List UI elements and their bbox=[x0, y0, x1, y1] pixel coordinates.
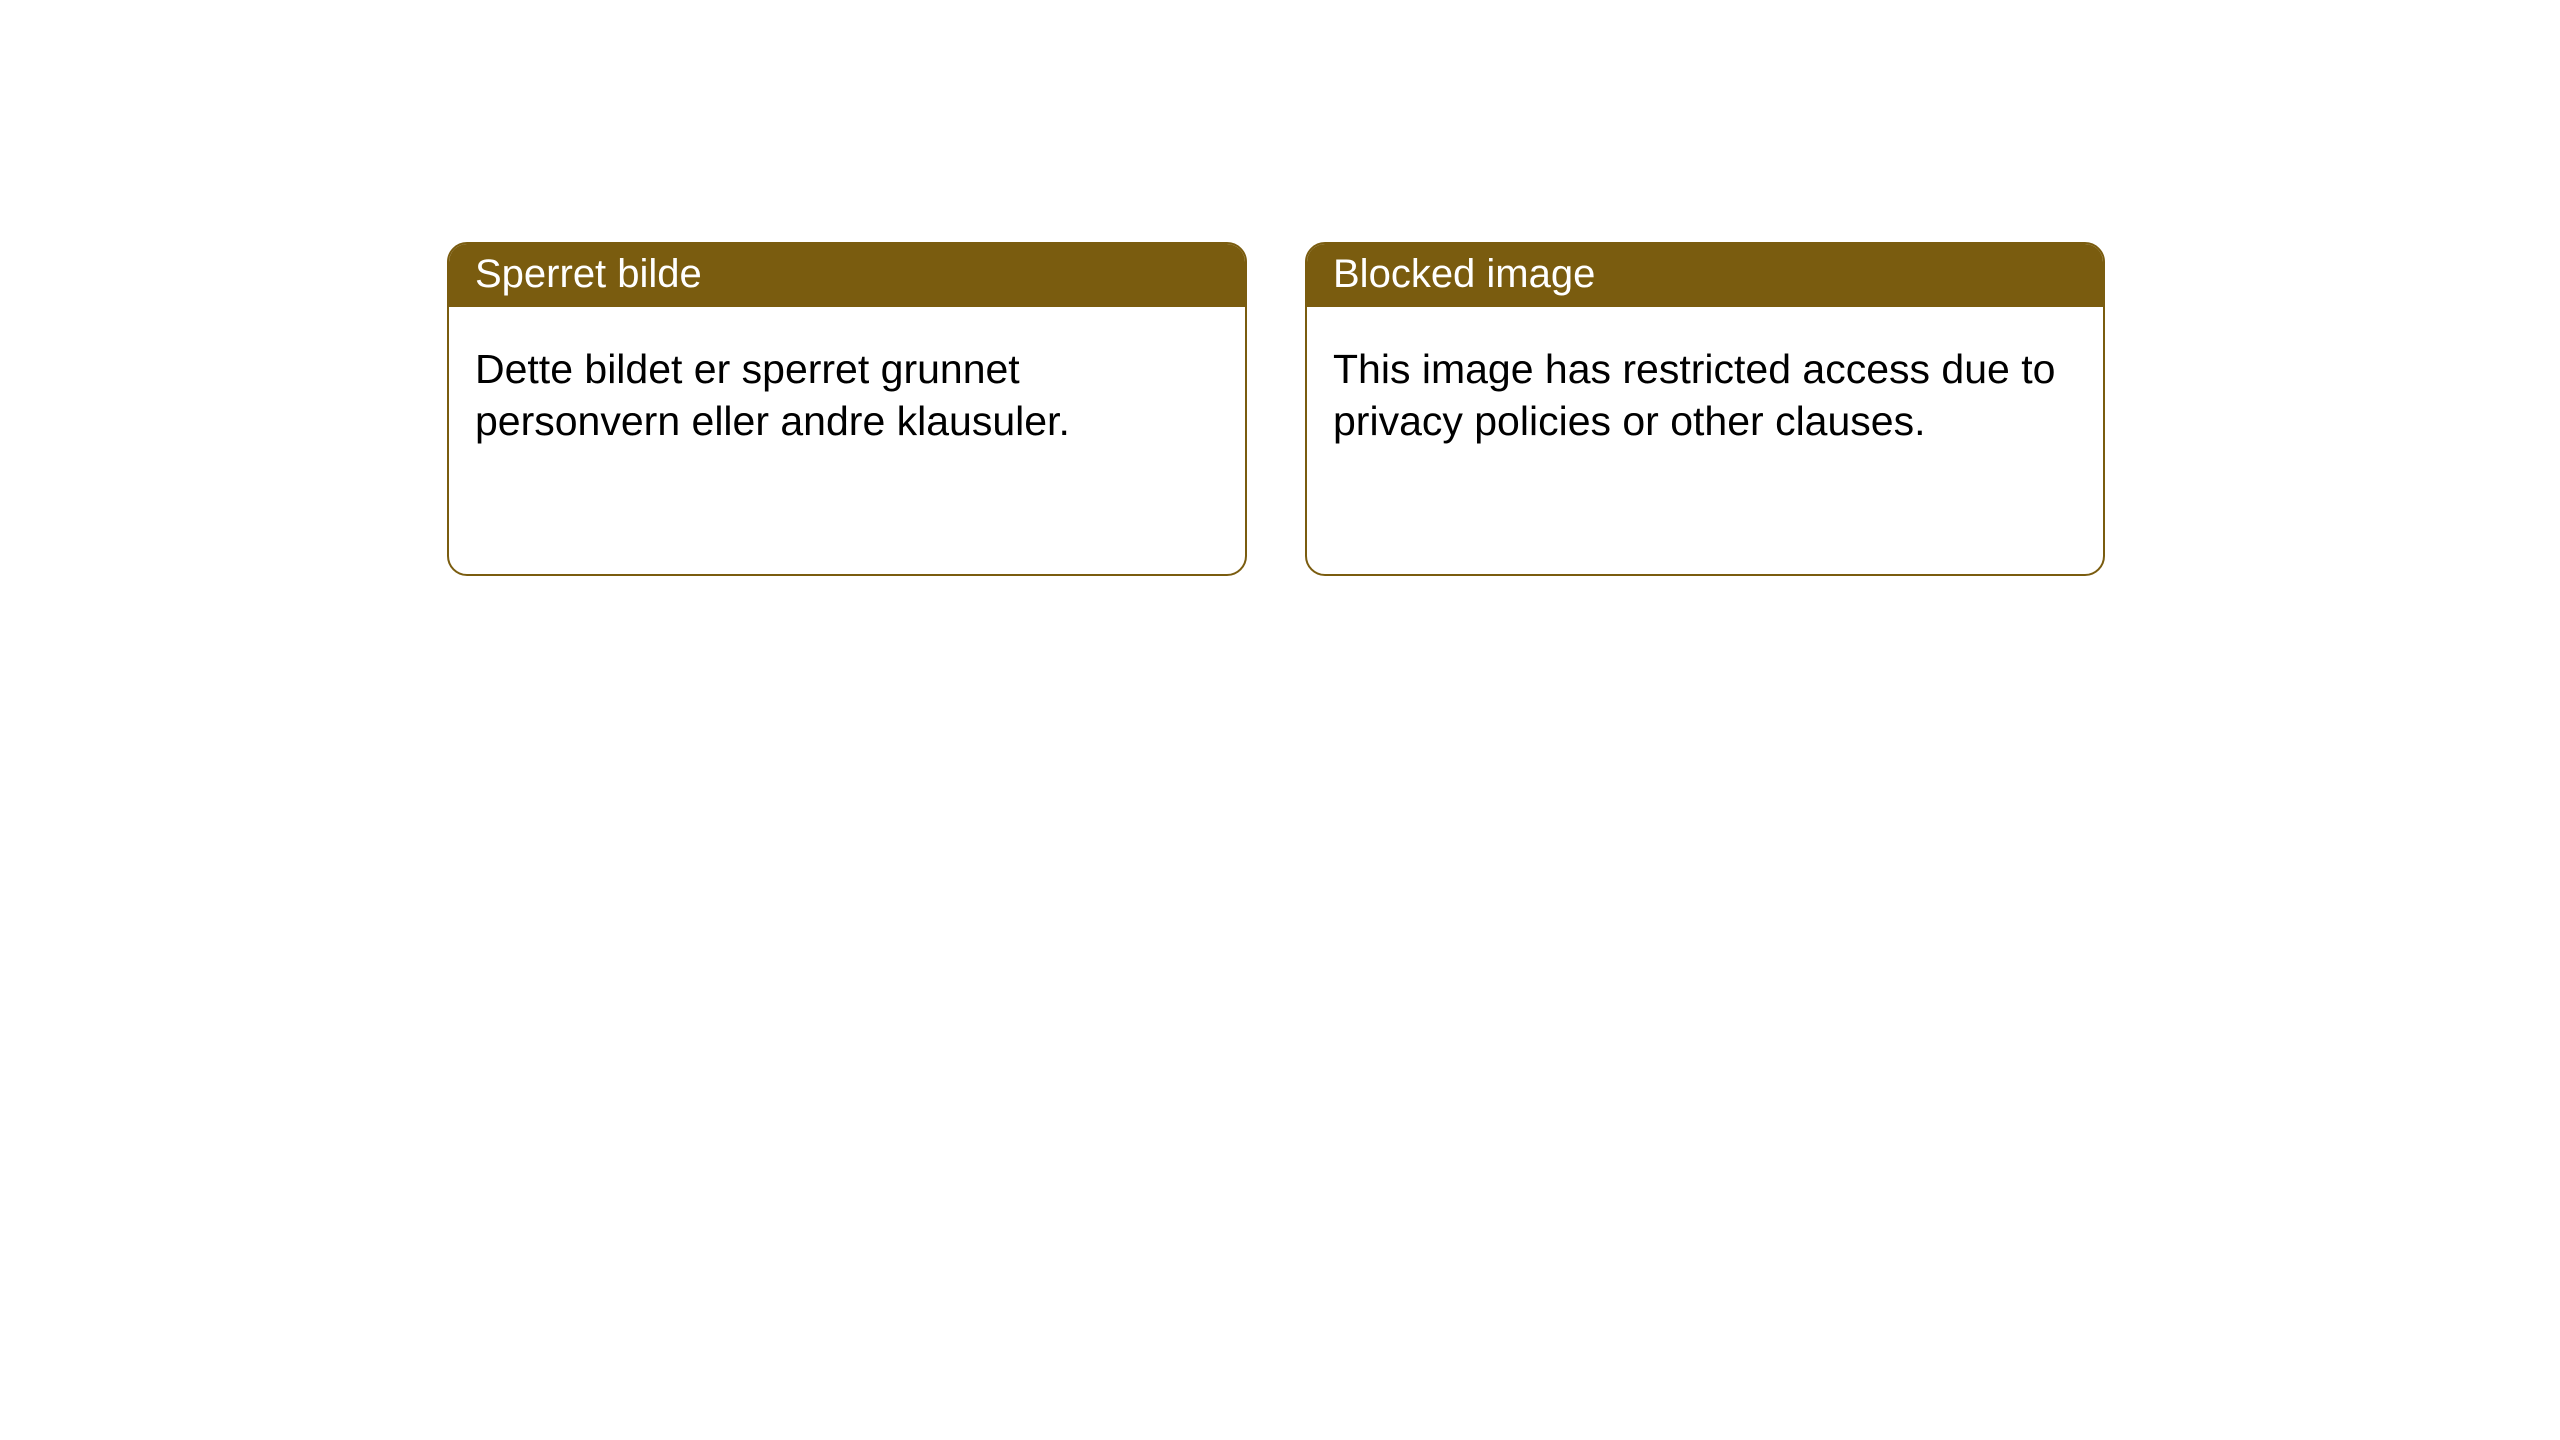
notice-body: This image has restricted access due to … bbox=[1307, 307, 2103, 473]
notice-container: Sperret bilde Dette bildet er sperret gr… bbox=[0, 0, 2560, 576]
notice-body: Dette bildet er sperret grunnet personve… bbox=[449, 307, 1245, 473]
notice-header: Blocked image bbox=[1307, 244, 2103, 307]
notice-header: Sperret bilde bbox=[449, 244, 1245, 307]
notice-card-english: Blocked image This image has restricted … bbox=[1305, 242, 2105, 576]
notice-card-norwegian: Sperret bilde Dette bildet er sperret gr… bbox=[447, 242, 1247, 576]
